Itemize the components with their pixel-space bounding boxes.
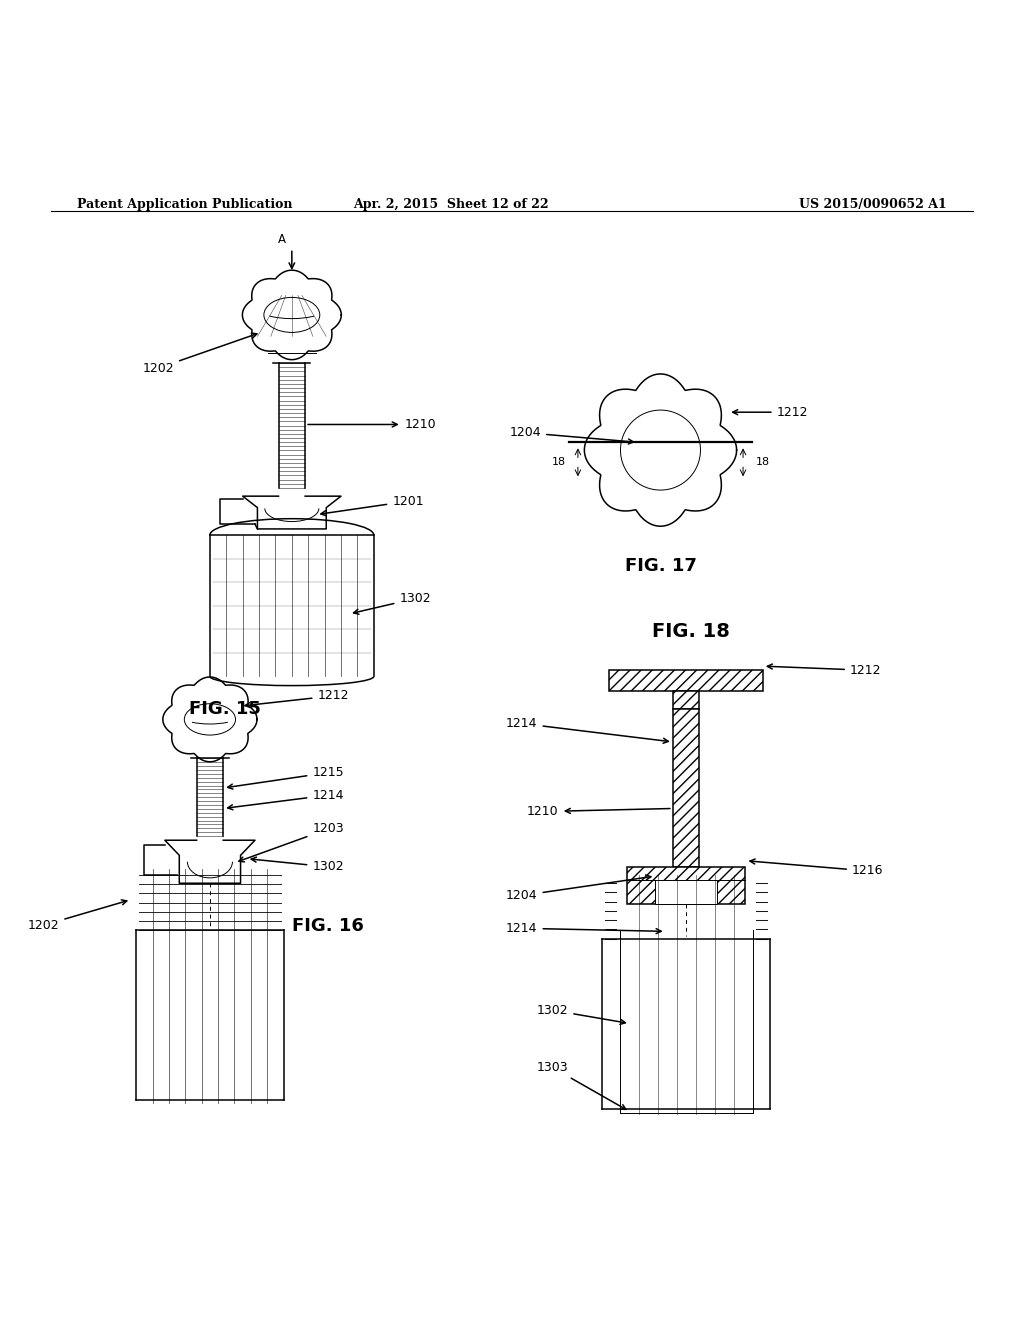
Text: US 2015/0090652 A1: US 2015/0090652 A1 <box>800 198 947 211</box>
Text: 1202: 1202 <box>28 900 127 932</box>
Text: FIG. 17: FIG. 17 <box>625 557 696 574</box>
Text: 1203: 1203 <box>239 822 344 862</box>
Text: 1214: 1214 <box>506 717 669 743</box>
Text: Apr. 2, 2015  Sheet 12 of 22: Apr. 2, 2015 Sheet 12 of 22 <box>352 198 549 211</box>
Text: FIG. 15: FIG. 15 <box>189 700 261 718</box>
Text: 1214: 1214 <box>506 921 662 935</box>
Text: 1204: 1204 <box>506 875 651 902</box>
Text: 1210: 1210 <box>526 805 670 818</box>
Text: Patent Application Publication: Patent Application Publication <box>77 198 292 211</box>
Polygon shape <box>673 709 699 867</box>
Bar <box>655 880 717 904</box>
Text: 1212: 1212 <box>733 405 808 418</box>
Text: 18: 18 <box>756 457 769 467</box>
Text: 1212: 1212 <box>245 689 349 708</box>
Text: 1214: 1214 <box>227 788 344 809</box>
Text: 1204: 1204 <box>510 426 634 444</box>
Text: 1202: 1202 <box>142 333 257 375</box>
Text: 1302: 1302 <box>353 593 431 614</box>
Polygon shape <box>627 867 745 904</box>
Text: 1210: 1210 <box>308 418 436 430</box>
Text: 18: 18 <box>552 457 565 467</box>
Text: 1303: 1303 <box>537 1061 626 1109</box>
Text: 1302: 1302 <box>251 857 344 874</box>
Text: 1212: 1212 <box>767 664 882 677</box>
Text: 1302: 1302 <box>537 1003 626 1024</box>
Text: 1201: 1201 <box>321 495 424 516</box>
Text: 1215: 1215 <box>227 766 344 789</box>
Text: 1216: 1216 <box>750 859 884 878</box>
Polygon shape <box>609 671 763 690</box>
Text: FIG. 18: FIG. 18 <box>652 622 730 640</box>
Text: FIG. 16: FIG. 16 <box>292 917 364 936</box>
Polygon shape <box>673 690 699 709</box>
Text: A: A <box>278 234 286 247</box>
